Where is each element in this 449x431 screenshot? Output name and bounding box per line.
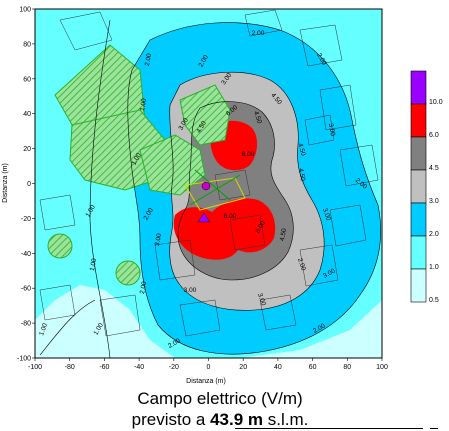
x-tick-label: -20 [169,364,179,371]
y-tick-label: -40 [21,251,31,258]
contour-label: 2.00 [139,281,148,295]
legend-swatch [410,202,427,237]
caption-title: Campo elettrico (V/m) [137,389,303,408]
x-axis-title: Distanza (m) [186,378,226,385]
map-plot-area [35,9,382,358]
contour-label: 2.00 [252,30,265,37]
y-tick-label: -60 [21,286,31,293]
contour-label: 3.00 [256,292,267,307]
legend-label: 10.0 [429,99,443,106]
y-tick-label: 20 [23,146,31,153]
y-tick-label: 0 [27,181,31,188]
contour-label: 4.50 [252,110,263,125]
contour-label: 3.00 [321,207,332,222]
building-round [115,260,141,286]
caption-height-suffix: s.l.m. [263,410,309,429]
x-tick-label: 100 [376,364,388,371]
legend-label: 1.0 [429,264,439,271]
contour-label: 1.00 [38,322,49,337]
legend-label: 4.5 [429,165,439,172]
y-tick-label: 40 [23,111,31,118]
y-tick-label: 80 [23,41,31,48]
contour-label: 4.50 [279,228,288,242]
caption-underline [235,428,423,429]
y-tick-label: -20 [21,216,31,223]
legend-swatch [410,103,427,138]
contour-label: 6.00 [242,151,255,158]
contour-label: 1.00 [139,98,148,112]
legend-label: 6.0 [429,132,439,139]
legend-swatch [410,268,427,303]
field-band-6-lower [173,198,276,260]
contour-label: 3.00 [154,233,163,247]
contour-label: 4.50 [296,143,306,157]
contour-lines [39,19,381,358]
y-tick-label: 60 [23,76,31,83]
x-tick-label: 20 [239,364,247,371]
caption-height: previsto a 43.9 m s.l.m. [70,410,370,430]
legend-label: 2.0 [429,231,439,238]
contour-label: 3.00 [184,287,197,294]
source-marker-lower [197,212,211,223]
legend-swatch [410,169,427,204]
contour-label: 1.00 [89,258,98,272]
caption-underline-tail [430,428,438,429]
contour-label: 3.00 [327,123,336,137]
x-tick-label: 0 [207,364,211,371]
x-tick-label: 60 [309,364,317,371]
legend: 10.0 6.0 4.5 3.0 2.0 1.0 0.5 [410,70,443,304]
y-tick-label: -80 [21,321,31,328]
caption-height-prefix: previsto a [131,410,211,429]
legend-swatch [410,235,427,270]
legend-label: 0.5 [429,297,439,304]
caption-height-value: 43.9 m [210,410,264,429]
x-axis-ticks: -100 -80 -60 -40 -20 0 20 40 60 80 100 [28,358,388,371]
y-tick-label: -100 [17,356,31,363]
x-tick-label: -80 [65,364,75,371]
x-tick-label: -60 [99,364,109,371]
contour-label: 6.00 [224,213,237,220]
x-tick-label: -100 [28,364,42,371]
source-marker-upper [201,181,211,191]
conductor-lines [184,169,246,211]
legend-label: 3.0 [429,198,439,205]
y-axis-ticks: 100 80 60 40 20 0 -20 -40 -60 -80 -100 [17,7,35,363]
y-axis-title: Distanza (m) [2,163,9,203]
x-tick-label: 40 [274,364,282,371]
x-tick-label: -40 [134,364,144,371]
y-tick-label: 100 [19,7,31,14]
x-tick-label: 80 [343,364,351,371]
legend-swatch [410,136,427,171]
building-round [47,233,73,259]
contour-label: 2.00 [144,53,153,67]
building [139,134,206,196]
contour-label: 2.00 [296,257,307,272]
legend-swatch [410,70,427,105]
contour-label: 4.50 [297,168,306,182]
building-outlines [39,9,379,337]
